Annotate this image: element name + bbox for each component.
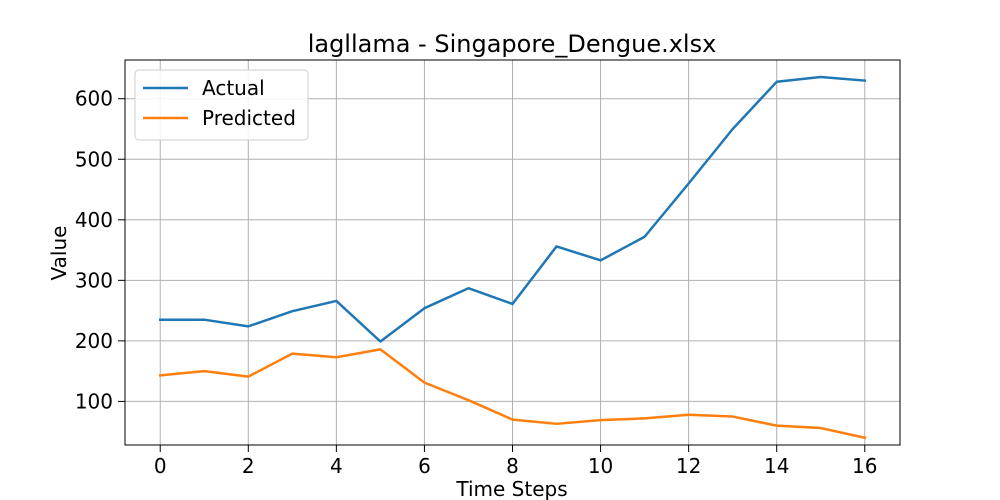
- y-tick-label: 400: [75, 208, 113, 232]
- grid: [125, 60, 900, 445]
- y-tick-label: 300: [75, 268, 113, 292]
- x-tick-label: 0: [154, 454, 167, 478]
- x-tick-label: 10: [588, 454, 613, 478]
- x-tick-label: 2: [242, 454, 255, 478]
- x-tick-label: 14: [764, 454, 789, 478]
- legend-label-actual: Actual: [202, 76, 265, 100]
- series-layer: [158, 75, 867, 440]
- y-axis-title: Value: [47, 226, 71, 281]
- tick-layer: 0 2 4 6 8 10 12 14 16 100 200 300 400 500 600: [75, 87, 878, 478]
- y-tick-label: 200: [75, 329, 113, 353]
- series-line-predicted: [158, 348, 867, 440]
- y-tick-label: 600: [75, 87, 113, 111]
- x-tick-label: 8: [506, 454, 519, 478]
- series-line-actual: [158, 75, 867, 343]
- y-tick-label: 100: [75, 389, 113, 413]
- chart-title: lagllama - Singapore_Dengue.xlsx: [308, 30, 717, 58]
- legend-label-predicted: Predicted: [202, 106, 296, 130]
- x-tick-label: 4: [330, 454, 343, 478]
- x-tick-label: 16: [852, 454, 877, 478]
- legend: Actual Predicted: [134, 69, 309, 141]
- x-tick-label: 6: [418, 454, 431, 478]
- y-tick-label: 500: [75, 147, 113, 171]
- x-tick-label: 12: [676, 454, 701, 478]
- x-axis-title: Time Steps: [455, 477, 567, 500]
